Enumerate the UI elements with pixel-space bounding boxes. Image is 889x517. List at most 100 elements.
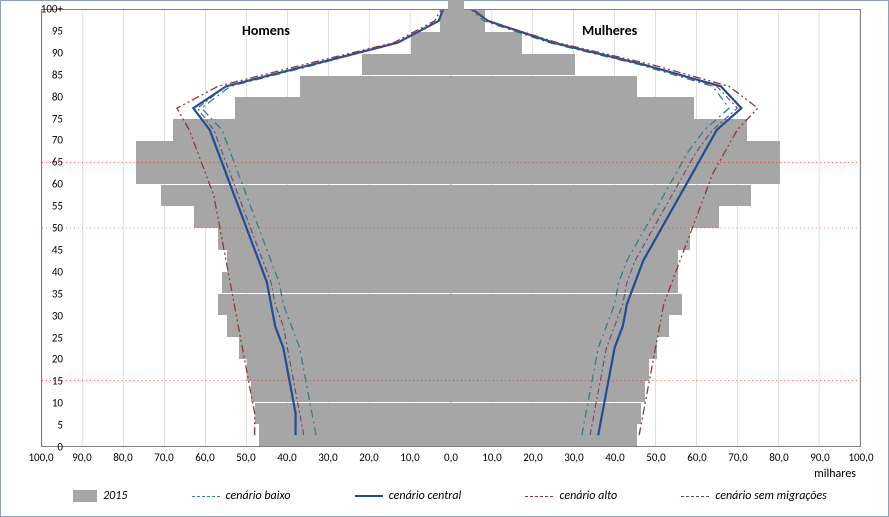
y-tick-label: 20: [52, 353, 63, 366]
legend-swatch-baixo: [192, 496, 220, 497]
plot-area: Homens Mulheres: [41, 9, 861, 447]
bar-women: [452, 359, 649, 381]
x-tick-label: 0,0: [444, 451, 458, 464]
y-tick-label: 65: [52, 156, 63, 169]
x-tick-label: 40,0: [277, 451, 296, 464]
bar-women: [452, 163, 780, 185]
bar-men: [218, 228, 452, 250]
bar-women: [452, 97, 694, 119]
y-tick-label: 100+: [41, 3, 63, 16]
pyramid-right: [452, 10, 862, 446]
bar-women: [452, 76, 637, 98]
bar-men: [362, 54, 452, 76]
y-tick-label: 60: [52, 178, 63, 191]
bar-men: [239, 337, 452, 359]
bar-men: [194, 206, 452, 228]
x-tick-label: 60,0: [195, 451, 214, 464]
bar-women: [452, 10, 485, 32]
x-tick-label: 70,0: [728, 451, 747, 464]
x-tick-label: 50,0: [646, 451, 665, 464]
y-tick-label: 85: [52, 68, 63, 81]
bar-women: [452, 315, 669, 337]
x-tick-label: 80,0: [113, 451, 132, 464]
legend-label-baixo: cenário baixo: [226, 489, 291, 503]
bar-women: [452, 337, 657, 359]
bar-women: [452, 403, 641, 425]
x-tick-label: 10,0: [482, 451, 501, 464]
x-tick-label: 70,0: [154, 451, 173, 464]
bar-men: [161, 185, 452, 207]
y-tick-label: 0: [57, 441, 63, 454]
bar-women: [452, 185, 751, 207]
bar-men: [251, 381, 452, 403]
legend-swatch-2015: [73, 490, 97, 502]
y-tick-label: 50: [52, 222, 63, 235]
x-tick-label: 90,0: [72, 451, 91, 464]
bar-women: [452, 206, 719, 228]
y-tick-label: 5: [57, 419, 63, 432]
bar-women: [452, 294, 682, 316]
bar-men: [136, 141, 452, 163]
bar-men: [136, 163, 452, 185]
bar-men: [235, 97, 452, 119]
bar-women: [452, 141, 780, 163]
legend: 2015 cenário baixo cenário central cenár…: [41, 484, 859, 508]
legend-label-sem-migr: cenário sem migrações: [715, 489, 826, 503]
title-left: Homens: [242, 22, 290, 39]
chart-frame: Homens Mulheres 0 5 10 15 20 25 30 35 40 45 50 55 60…: [0, 0, 889, 517]
x-tick-label: 20,0: [523, 451, 542, 464]
x-tick-label: 40,0: [605, 451, 624, 464]
bar-women: [452, 54, 575, 76]
x-tick-label: 30,0: [564, 451, 583, 464]
bar-men: [300, 76, 452, 98]
x-axis-unit: milhares: [814, 467, 856, 481]
x-tick-label: 10,0: [400, 451, 419, 464]
x-tick-label: 30,0: [318, 451, 337, 464]
legend-swatch-central: [355, 495, 383, 497]
bar-women: [452, 424, 637, 446]
bar-women: [452, 272, 678, 294]
y-tick-label: 75: [52, 112, 63, 125]
bar-men: [218, 294, 452, 316]
bar-women: [452, 250, 678, 272]
x-tick-label: 60,0: [687, 451, 706, 464]
y-tick-label: 35: [52, 287, 63, 300]
bar-men: [440, 10, 452, 32]
x-tick-label: 80,0: [769, 451, 788, 464]
bar-women: [452, 0, 464, 10]
legend-label-alto: cenário alto: [559, 489, 617, 503]
bar-women: [452, 119, 747, 141]
x-tick-label: 20,0: [359, 451, 378, 464]
y-tick-label: 25: [52, 331, 63, 344]
bar-men: [255, 403, 452, 425]
x-tick-label: 100,0: [28, 451, 53, 464]
bar-men: [222, 272, 452, 294]
bar-men: [259, 424, 452, 446]
pyramid-left: [42, 10, 452, 446]
y-tick-label: 95: [52, 24, 63, 37]
legend-swatch-alto: [525, 496, 553, 497]
bar-men: [227, 250, 453, 272]
bar-men: [227, 315, 453, 337]
x-tick-label: 50,0: [236, 451, 255, 464]
y-tick-label: 40: [52, 265, 63, 278]
bar-men: [173, 119, 452, 141]
bar-women: [452, 32, 522, 54]
bar-men: [247, 359, 452, 381]
bar-men: [411, 32, 452, 54]
y-tick-label: 10: [52, 397, 63, 410]
y-tick-label: 30: [52, 309, 63, 322]
y-tick-label: 80: [52, 90, 63, 103]
x-tick-label: 90,0: [810, 451, 829, 464]
y-tick-label: 90: [52, 46, 63, 59]
legend-item-sem-migr: cenário sem migrações: [681, 489, 826, 503]
y-tick-label: 45: [52, 243, 63, 256]
title-right: Mulheres: [582, 22, 637, 39]
y-tick-label: 55: [52, 200, 63, 213]
legend-item-baixo: cenário baixo: [192, 489, 291, 503]
bar-women: [452, 228, 690, 250]
y-tick-label: 15: [52, 375, 63, 388]
bars-men-2015: [42, 10, 452, 446]
x-tick-label: 100,0: [848, 451, 873, 464]
legend-label-2015: 2015: [103, 489, 127, 503]
